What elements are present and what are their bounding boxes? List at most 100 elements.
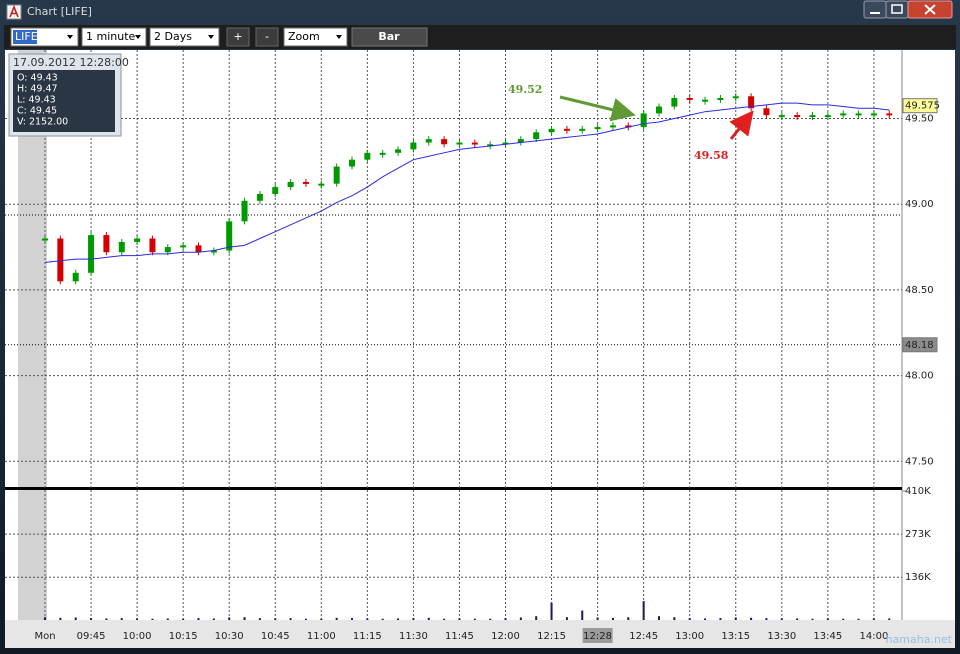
y-tick-label: 410K — [905, 486, 931, 497]
candle — [686, 97, 693, 100]
candle — [794, 115, 801, 118]
x-tick-label: 13:15 — [721, 631, 750, 642]
volume-bar — [504, 618, 507, 620]
chart-area — [5, 50, 955, 648]
style-button[interactable] — [351, 27, 428, 47]
volume-bar — [565, 617, 568, 620]
candle — [748, 96, 755, 109]
candle — [840, 113, 847, 116]
volume-bar — [59, 617, 62, 620]
candle — [349, 159, 355, 167]
candle — [441, 139, 448, 145]
volume-bar — [120, 618, 123, 620]
style-text: Bar — [378, 30, 400, 43]
candle — [870, 113, 877, 116]
info-lines: O: 49.43H: 49.47L: 49.43C: 49.45V: 2152.… — [17, 73, 68, 128]
volume-bar — [719, 618, 722, 620]
info-line: L: 49.43 — [17, 95, 56, 106]
candle — [364, 152, 371, 160]
candle — [88, 235, 95, 273]
dropdown-arrow — [208, 35, 214, 39]
volume-bar — [243, 617, 246, 620]
symbol-text: LIFE — [15, 30, 38, 43]
zoom-in-button[interactable] — [226, 27, 250, 47]
volume-bar — [489, 618, 492, 620]
volume-bar — [872, 618, 875, 620]
range-text: 2 Days — [154, 30, 192, 43]
candle — [118, 241, 125, 253]
candle — [103, 235, 110, 253]
candle — [42, 238, 48, 241]
volume-bar — [811, 618, 814, 620]
volume-bar — [673, 617, 676, 620]
interval-text: 1 minute — [86, 30, 136, 43]
zoom-combo[interactable] — [283, 27, 348, 47]
candle — [732, 96, 739, 99]
volume-bar — [274, 618, 277, 620]
x-tick-label: 13:30 — [767, 631, 796, 642]
window-title: Chart [LIFE] — [27, 5, 92, 18]
x-tick-label: 10:00 — [123, 631, 152, 642]
volume-bar — [443, 618, 446, 620]
candle — [702, 99, 709, 102]
volume-bar — [397, 618, 400, 620]
info-line: O: 49.43 — [17, 73, 58, 84]
price-tag-label: 48.18 — [905, 340, 934, 351]
candle — [287, 181, 294, 188]
x-tick-label: 10:15 — [169, 631, 198, 642]
price-tag — [902, 337, 938, 353]
volume-bar — [658, 616, 660, 620]
y-tick-label: 47.50 — [905, 456, 934, 467]
info-line: H: 49.47 — [17, 84, 58, 95]
info-panel — [13, 70, 115, 132]
x-tick-label: 13:45 — [813, 631, 842, 642]
interval-combo[interactable] — [81, 27, 147, 47]
info-line: C: 49.45 — [17, 106, 57, 117]
range-combo[interactable] — [149, 27, 220, 47]
candle — [134, 238, 141, 242]
volume-bar — [366, 618, 369, 620]
volume-bar — [704, 618, 707, 620]
x-tick-label: 10:30 — [215, 631, 244, 642]
minimize-button[interactable] — [863, 0, 887, 19]
maximize-glyph — [891, 4, 903, 14]
y-tick-label: 273K — [905, 529, 931, 540]
volume-bar — [151, 618, 154, 620]
volume-bar — [44, 617, 46, 620]
x-tick-label: 09:45 — [77, 631, 106, 642]
zoom-out-button[interactable] — [255, 27, 279, 47]
maximize-button[interactable] — [885, 0, 909, 19]
candle — [594, 127, 601, 130]
candle — [72, 272, 79, 282]
watermark: hamaha.net — [886, 633, 953, 646]
plot: Mon 09:45 10:00 10:15 10:30 10:45 11:00 11:15 11… — [5, 50, 940, 643]
volume-bar — [780, 618, 783, 620]
volume-bar — [642, 601, 645, 620]
volume-bar — [888, 618, 891, 620]
candle — [456, 142, 463, 145]
candle — [563, 128, 570, 131]
candle — [272, 187, 279, 194]
annotation-arrow — [559, 95, 636, 122]
info-line: V: 2152.00 — [17, 117, 68, 128]
candle — [517, 139, 524, 143]
candle — [533, 132, 540, 140]
annotation: 49.58 — [694, 149, 729, 162]
dropdown-arrow — [135, 35, 141, 39]
volume-bar — [136, 618, 139, 620]
dropdown-arrow — [336, 35, 342, 39]
dropdown-arrow — [67, 35, 73, 39]
volume-bar — [166, 618, 169, 620]
volume-bar — [627, 617, 630, 620]
volume-bar — [765, 618, 768, 620]
volume-bar — [473, 618, 476, 620]
x-tick-label: 14:00 — [859, 631, 888, 642]
y-tick-label: 48.50 — [905, 285, 934, 296]
volume-bar — [535, 616, 538, 620]
app-icon-glyph — [9, 4, 19, 18]
x-tick-label: 11:15 — [353, 631, 382, 642]
zoom-text: Zoom — [288, 30, 320, 43]
candle — [318, 183, 325, 186]
x-tick-label: Mon — [34, 631, 55, 642]
volume-bar — [458, 618, 461, 620]
